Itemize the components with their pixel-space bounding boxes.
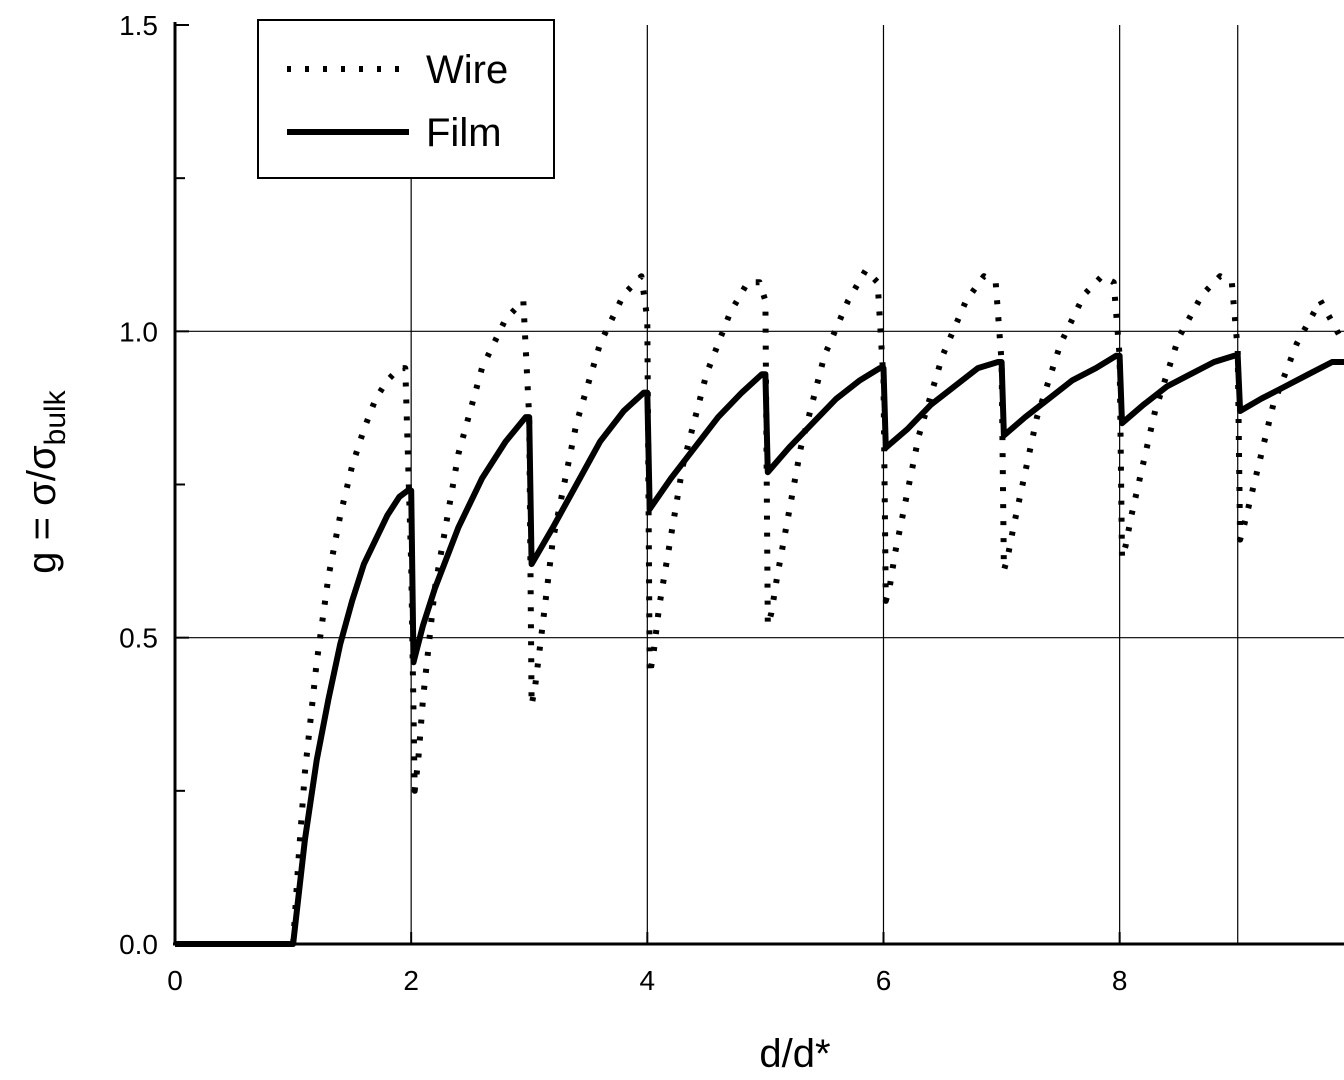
y-axis-title: g = σ/σbulk xyxy=(20,389,72,573)
legend-box xyxy=(258,20,554,178)
y-tick-label: 1.0 xyxy=(119,316,158,347)
y-axis-title-main: g = σ/σ xyxy=(20,445,64,574)
y-axis-title-subscript: bulk xyxy=(39,389,72,445)
x-tick-label: 8 xyxy=(1112,965,1128,996)
y-tick-label: 0.0 xyxy=(119,929,158,960)
series-line-film xyxy=(175,356,1344,944)
y-tick-label: 1.5 xyxy=(119,10,158,41)
legend-label-film: Film xyxy=(426,111,502,155)
x-tick-label: 0 xyxy=(167,965,183,996)
series xyxy=(175,270,1344,944)
x-tick-label: 6 xyxy=(876,965,892,996)
x-tick-label: 2 xyxy=(403,965,419,996)
y-tick-label: 0.5 xyxy=(119,623,158,654)
x-tick-label: 4 xyxy=(640,965,656,996)
legend-label-wire: Wire xyxy=(426,48,508,92)
x-axis-title: d/d* xyxy=(759,1032,830,1076)
legend: Wire Film xyxy=(258,20,554,178)
